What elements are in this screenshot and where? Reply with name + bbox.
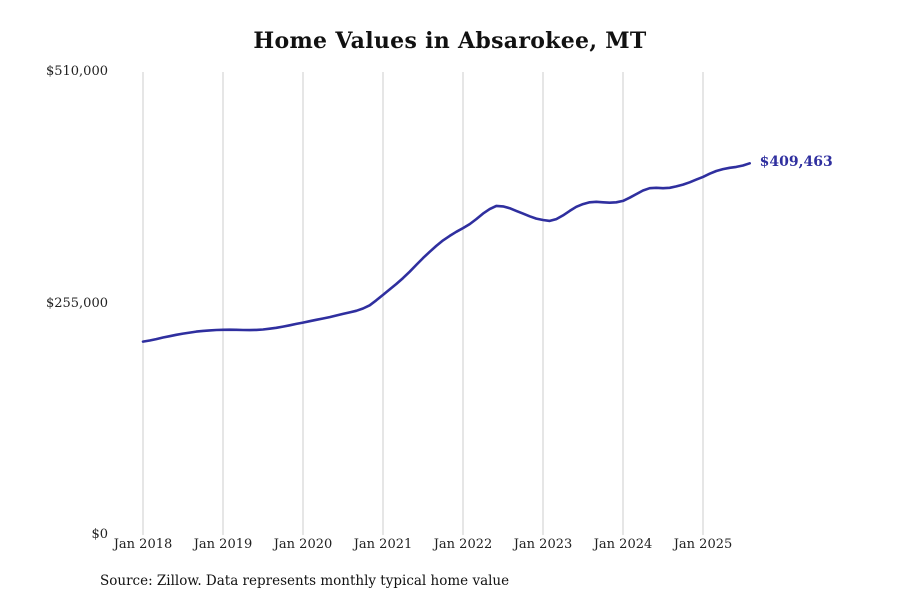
chart-title: Home Values in Absarokee, MT — [253, 28, 647, 54]
x-tick-label: Jan 2019 — [193, 537, 253, 552]
latest-value-label: $409,463 — [759, 154, 833, 171]
y-tick-label: $510,000 — [45, 64, 108, 79]
x-tick-label: Jan 2023 — [513, 537, 573, 552]
home-value-line-series — [141, 162, 752, 343]
x-tick-label: Jan 2018 — [113, 537, 173, 552]
y-tick-label: $0 — [91, 527, 108, 542]
x-tick-label: Jan 2025 — [673, 537, 733, 552]
x-tick-label: Jan 2020 — [273, 537, 333, 552]
x-tick-label: Jan 2021 — [353, 537, 413, 552]
x-tick-label: Jan 2024 — [593, 537, 653, 552]
y-tick-label: $255,000 — [45, 295, 108, 311]
vertical-gridlines — [142, 72, 704, 535]
x-tick-label: Jan 2022 — [433, 537, 493, 552]
source-note: Source: Zillow. Data represents monthly … — [100, 573, 510, 589]
